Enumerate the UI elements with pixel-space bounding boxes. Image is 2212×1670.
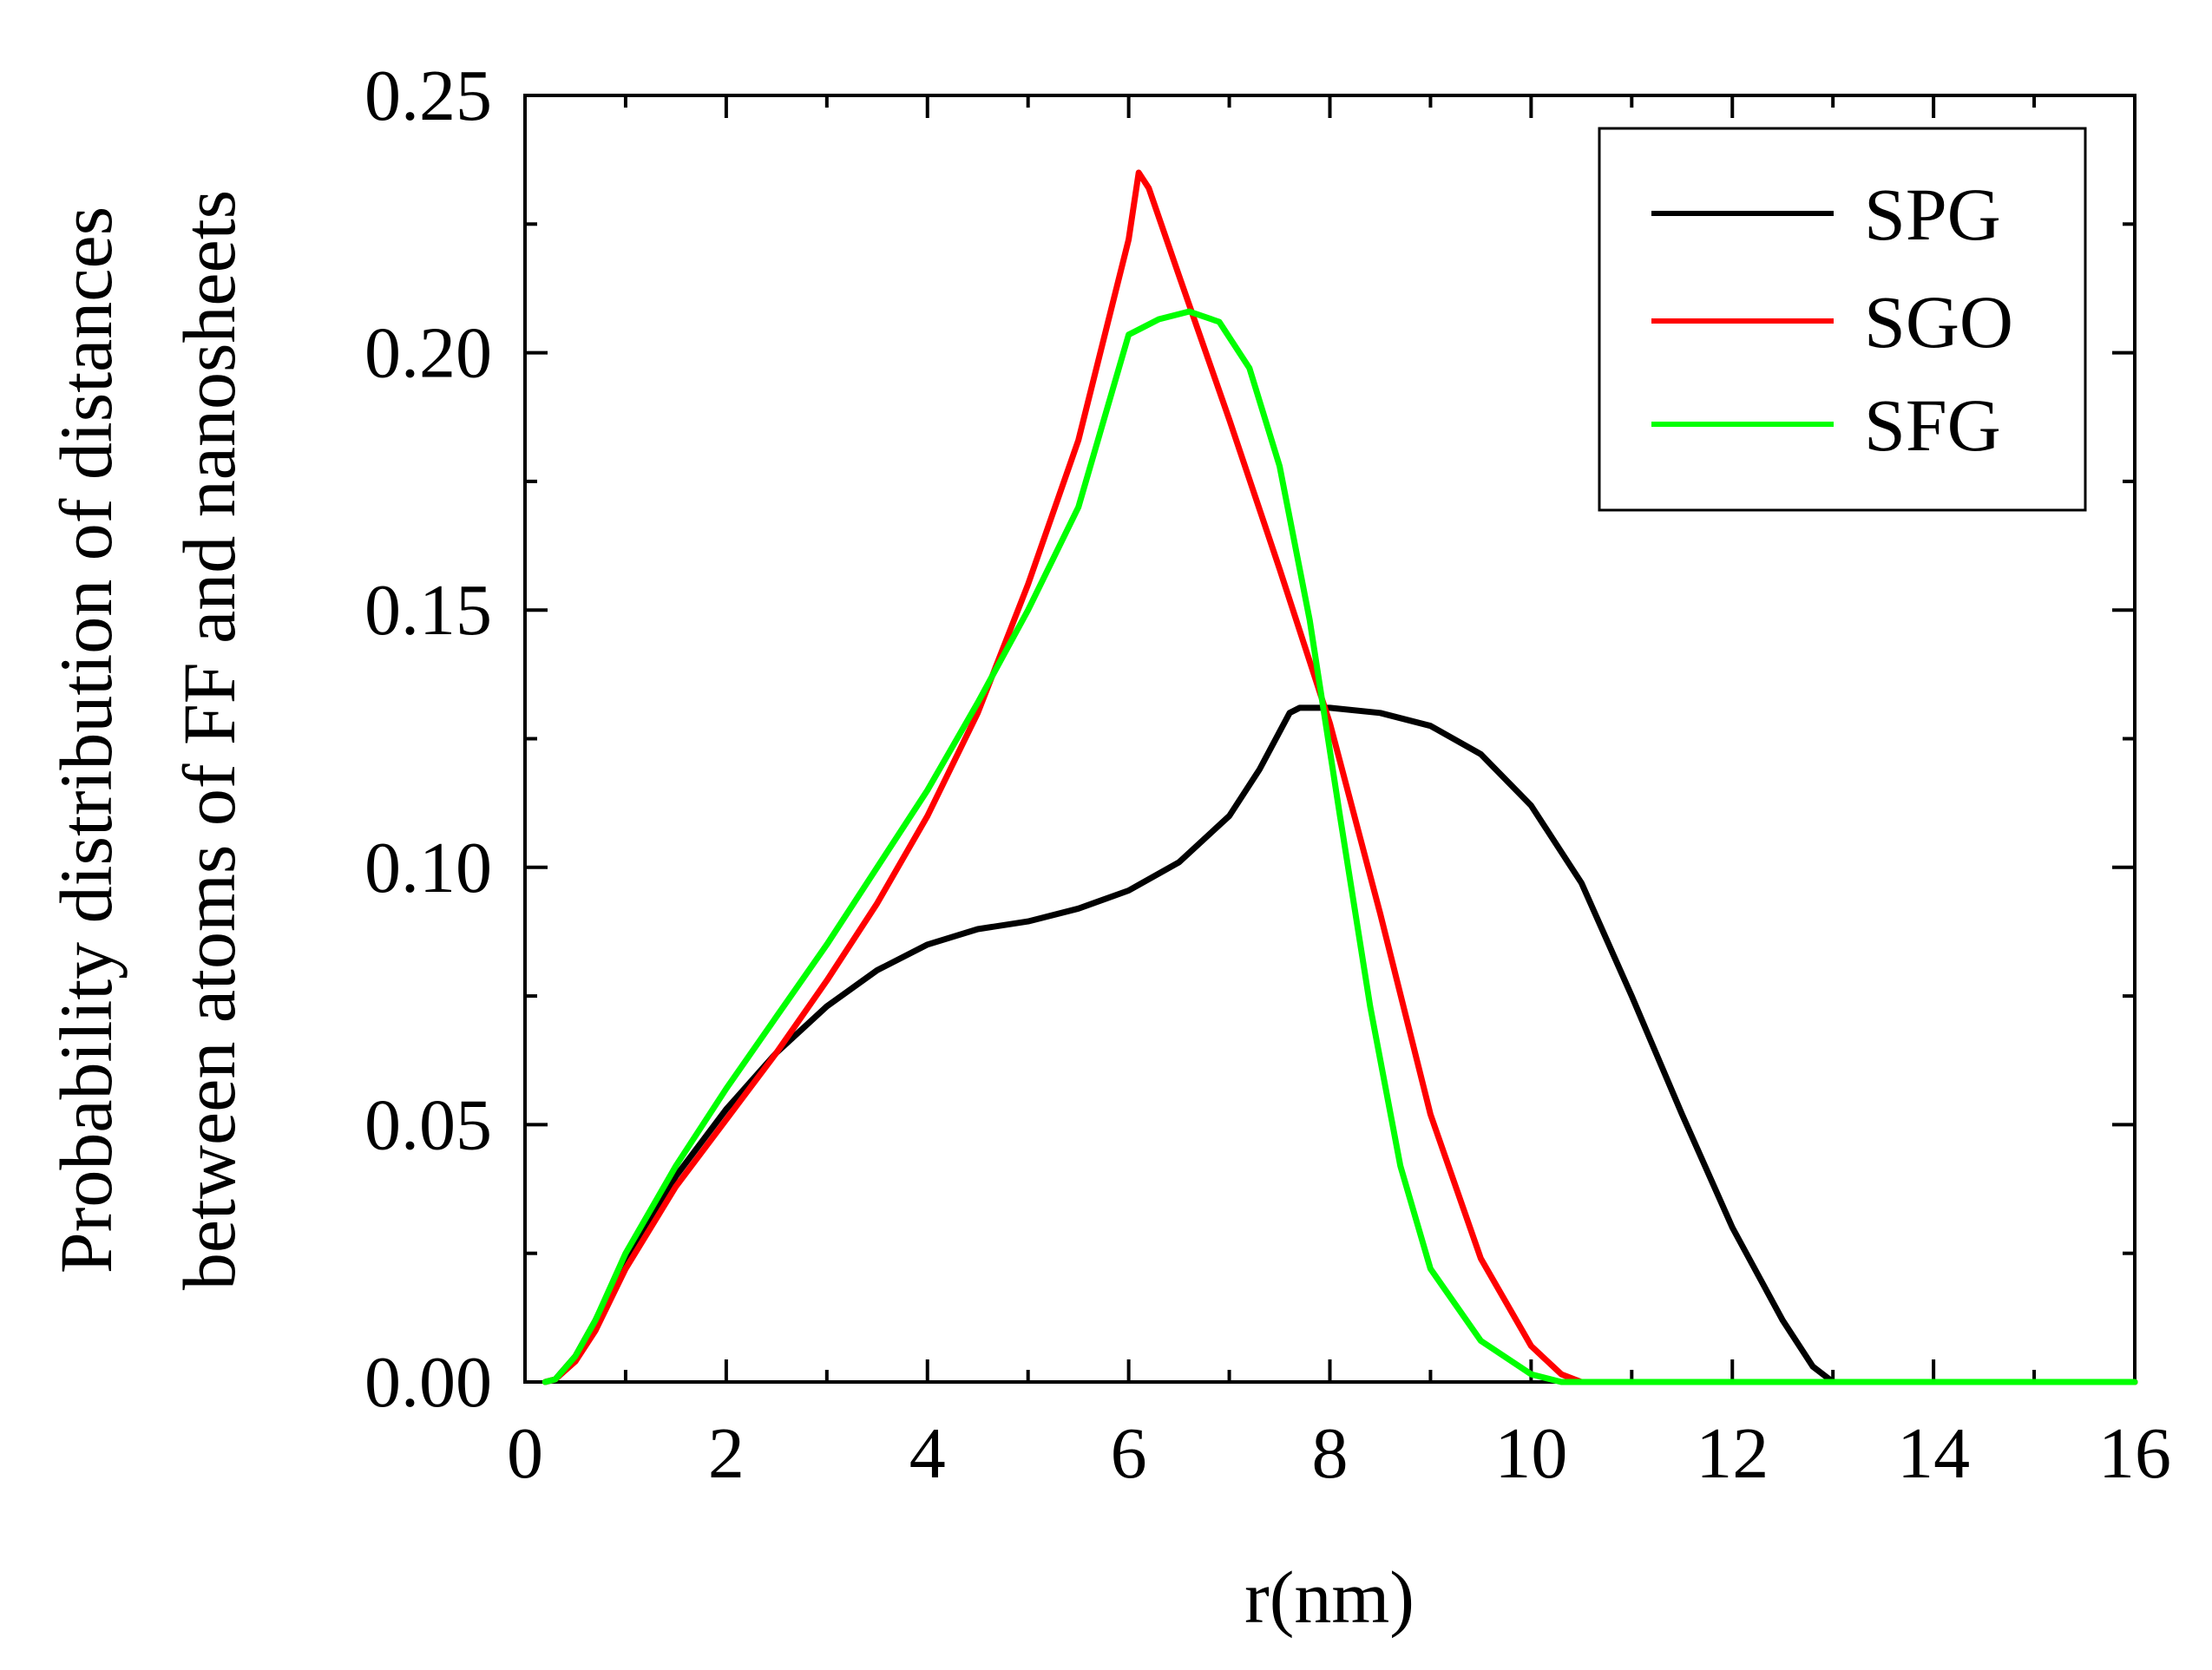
y-tick-label: 0.20 (364, 313, 492, 394)
series-line-sgo (542, 169, 2138, 1385)
x-axis-tick-labels: 0 2 4 6 8 10 12 14 16 (507, 1413, 2171, 1494)
legend-label-spg: SPG (1864, 173, 2001, 256)
y-tick-label: 0.05 (364, 1084, 492, 1165)
legend: SPG SGO SFG (1598, 127, 2087, 512)
x-tick-label: 12 (1696, 1413, 1769, 1494)
y-axis-title-line-1: Probability distribution of distances (44, 206, 128, 1274)
x-axis-ticks (523, 95, 2137, 1382)
series-line-spg (542, 704, 2138, 1385)
x-tick-label: 0 (507, 1413, 543, 1494)
x-tick-label: 6 (1111, 1413, 1147, 1494)
y-tick-label: 0.25 (364, 56, 492, 136)
y-tick-label: 0.10 (364, 828, 492, 908)
y-tick-label: 0.00 (364, 1342, 492, 1423)
legend-label-sgo: SGO (1864, 280, 2013, 363)
series-line-sfg (542, 308, 2138, 1385)
x-tick-label: 2 (708, 1413, 745, 1494)
y-axis-tick-labels: 0.00 0.05 0.10 0.15 0.20 0.25 (364, 56, 492, 1423)
series-lines (542, 169, 2138, 1385)
legend-label-sfg: SFG (1864, 383, 2001, 467)
x-tick-label: 14 (1897, 1413, 1970, 1494)
x-axis-title: r(nm) (1244, 1555, 1414, 1639)
x-tick-label: 8 (1312, 1413, 1349, 1494)
x-tick-label: 4 (909, 1413, 946, 1494)
y-axis-ticks (525, 94, 2135, 1384)
y-tick-label: 0.15 (364, 570, 492, 651)
y-axis-title-line-2: between atoms of FF and nanosheets (167, 190, 251, 1290)
x-tick-label: 16 (2098, 1413, 2171, 1494)
x-tick-label: 10 (1494, 1413, 1567, 1494)
